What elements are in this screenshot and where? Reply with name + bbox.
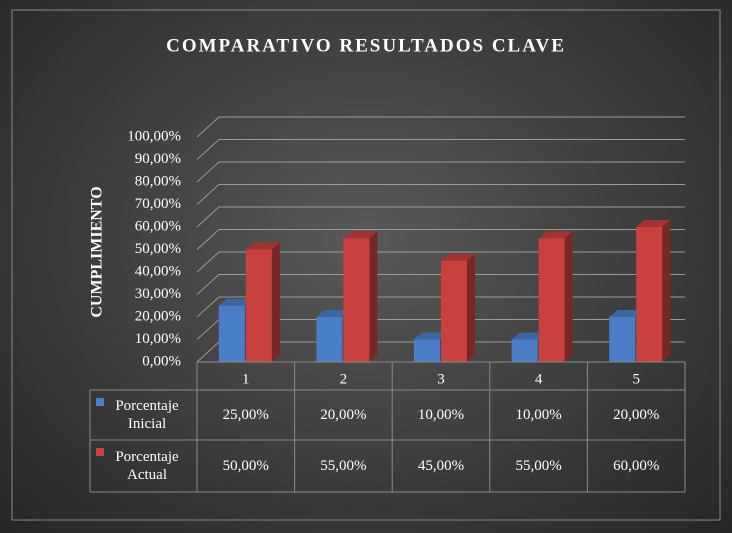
bar-top <box>636 220 671 227</box>
bar-side <box>467 253 475 362</box>
legend-entry: Porcentaje Actual <box>90 440 197 492</box>
grid-line <box>196 206 685 228</box>
bar-side <box>564 231 573 362</box>
grid-line <box>196 139 685 160</box>
chart-title: COMPARATIVO RESULTADOS CLAVE <box>166 35 566 56</box>
y-tick-label: 100,00% <box>127 128 181 144</box>
data-table-value: 55,00% <box>515 458 562 474</box>
bar-side <box>662 220 671 362</box>
bar <box>245 249 272 362</box>
grid-line <box>196 296 685 318</box>
bar-top <box>538 231 573 239</box>
grid-line <box>196 274 685 295</box>
data-table-value: 10,00% <box>417 407 465 423</box>
grid-line <box>196 229 685 250</box>
bar-top <box>316 310 351 317</box>
bar <box>218 305 245 362</box>
bar-side <box>271 242 280 362</box>
bar-side <box>369 231 378 362</box>
y-tick-label: 0,00% <box>142 353 181 369</box>
bar <box>316 317 343 362</box>
legend-swatch <box>96 448 104 456</box>
chart-border <box>11 9 721 521</box>
y-tick-label: 70,00% <box>135 196 181 212</box>
x-tick-label: 3 <box>437 371 445 387</box>
bar-top <box>609 310 644 317</box>
bar-top <box>245 242 280 250</box>
bar-top <box>218 298 253 306</box>
legend-label: Porcentaje Inicial <box>115 398 179 432</box>
y-tick-label: 80,00% <box>135 173 181 189</box>
bar-top <box>343 231 378 239</box>
legend-swatch <box>96 398 104 406</box>
y-axis-title: CUMPLIMIENTO <box>89 186 106 317</box>
legend-entry: Porcentaje Inicial <box>90 390 197 440</box>
y-tick-label: 90,00% <box>135 151 181 167</box>
bar-top <box>511 332 546 340</box>
bar <box>538 238 565 362</box>
bar <box>414 339 440 362</box>
data-table-value: 60,00% <box>613 458 660 474</box>
bar-top <box>441 253 475 261</box>
x-tick-label: 5 <box>632 371 640 387</box>
data-table-value: 45,00% <box>417 458 465 474</box>
y-tick-label: 10,00% <box>135 331 181 347</box>
data-table-value: 10,00% <box>515 407 562 423</box>
y-tick-label: 50,00% <box>135 241 181 257</box>
data-table-value: 20,00% <box>613 407 660 423</box>
x-tick-label: 1 <box>242 371 250 387</box>
bar <box>343 238 370 362</box>
y-tick-label: 20,00% <box>135 308 181 324</box>
data-table-value: 50,00% <box>222 458 269 474</box>
data-table-value: 20,00% <box>320 407 367 423</box>
y-tick-label: 60,00% <box>135 218 181 234</box>
bar-top <box>414 332 448 340</box>
bar <box>441 260 467 362</box>
data-table-value: 55,00% <box>320 458 367 474</box>
y-tick-label: 30,00% <box>135 286 181 302</box>
grid-line <box>196 161 685 183</box>
grid-line <box>196 251 685 273</box>
bar <box>636 227 663 362</box>
legend-label: Porcentaje Actual <box>115 449 179 483</box>
x-tick-label: 4 <box>535 371 543 387</box>
x-tick-label: 2 <box>340 371 348 387</box>
grid-line <box>196 184 685 205</box>
bar <box>609 317 636 362</box>
bar <box>511 339 538 362</box>
data-table-value: 25,00% <box>222 407 269 423</box>
y-tick-label: 40,00% <box>135 263 181 279</box>
grid-line <box>196 116 685 138</box>
